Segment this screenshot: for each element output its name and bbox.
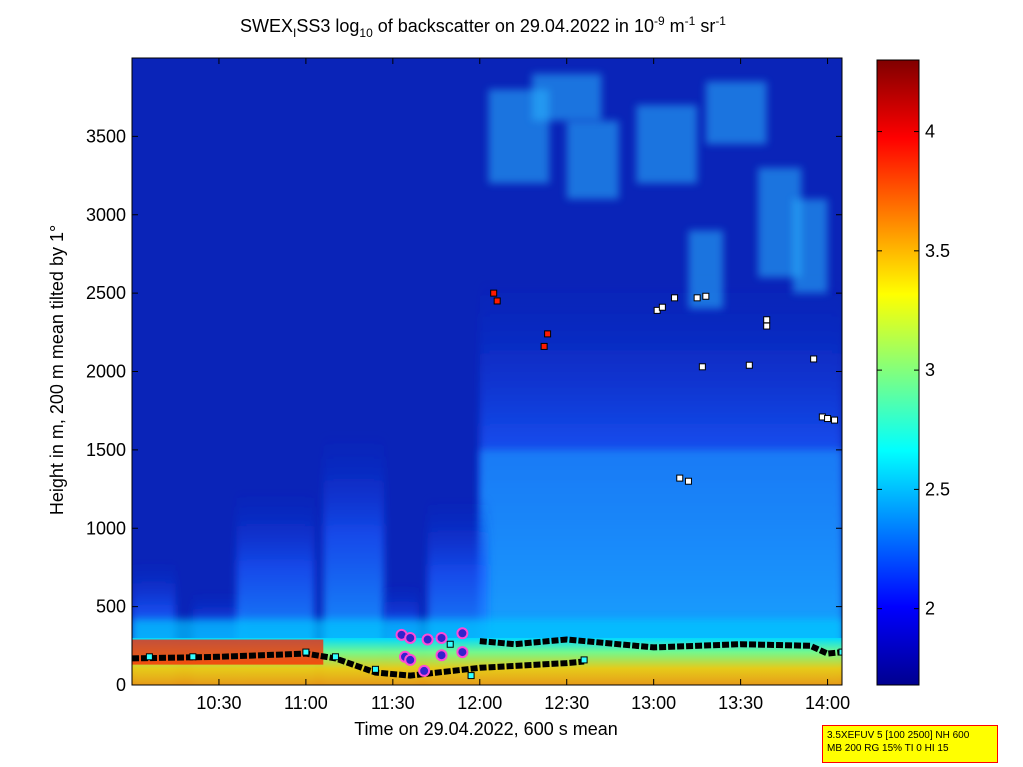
cloud-patch [566, 120, 619, 200]
cloud-marker-white [763, 322, 771, 330]
cloud-marker-red [490, 289, 498, 297]
x-tick-label: 12:30 [544, 693, 589, 713]
y-tick-label: 500 [96, 597, 126, 617]
layer-marker-cyan [145, 653, 153, 661]
y-tick-label: 2500 [86, 283, 126, 303]
y-axis: 0 500 1000 1500 2000 2500 3000 3500 [86, 126, 842, 695]
layer-markers [132, 289, 842, 680]
layer-marker-purple [435, 631, 448, 644]
cloud-marker-white [763, 316, 771, 324]
layer-marker-purple [435, 649, 448, 662]
info-line-2: MB 200 RG 15% TI 0 HI 15 [827, 743, 949, 754]
layer-marker-purple [418, 664, 431, 677]
heatmap-field [132, 73, 842, 685]
cloud-marker-white [810, 355, 818, 363]
info-line-1: 3.5XEFUV 5 [100 2500] NH 600 [827, 730, 970, 741]
chart-title: SWEXISS3 log10 of backscatter on 29.04.2… [240, 14, 726, 40]
y-tick-label: 3500 [86, 126, 126, 146]
cloud-marker-white [676, 474, 684, 482]
colorbar-tick-label: 2.5 [925, 479, 950, 499]
x-axis-label: Time on 29.04.2022, 600 s mean [354, 719, 618, 739]
layer-marker-purple [404, 653, 417, 666]
cloud-marker-white [824, 415, 832, 423]
layer-marker-cyan [446, 640, 454, 648]
cloud-marker-red [540, 342, 548, 350]
cloud-patch [531, 73, 602, 121]
upper-layer-line [479, 636, 842, 657]
layer-marker-purple [456, 646, 469, 659]
cloud-patch [792, 199, 828, 294]
cloud-patch [705, 81, 767, 145]
x-axis: 10:30 11:00 11:30 12:00 12:30 13:00 13:30 14:00 [196, 58, 850, 713]
layer-marker-cyan [580, 656, 588, 664]
layer-marker-purple [404, 631, 417, 644]
x-tick-label: 12:00 [457, 693, 502, 713]
cloud-marker-white [831, 416, 839, 424]
y-axis-label: Height in m, 200 m mean tilted by 1° [47, 225, 67, 515]
colorbar-tick-label: 3 [925, 360, 935, 380]
x-tick-label: 13:30 [718, 693, 763, 713]
layer-marker-cyan [302, 648, 310, 656]
y-tick-label: 2000 [86, 362, 126, 382]
colorbar-frame [876, 59, 920, 686]
colorbar-tick-label: 3.5 [925, 241, 950, 261]
y-tick-label: 1000 [86, 518, 126, 538]
heatmap-plot-area [131, 57, 843, 686]
y-tick-label: 3000 [86, 205, 126, 225]
processing-info-box: 3.5XEFUV 5 [100 2500] NH 600 MB 200 RG 1… [822, 725, 998, 763]
layer-marker-cyan [467, 672, 475, 680]
cloud-marker-red [544, 330, 552, 338]
x-tick-label: 13:00 [631, 693, 676, 713]
x-tick-label: 11:30 [371, 693, 415, 713]
layer-marker-purple [421, 633, 434, 646]
cloud-marker-white [658, 303, 666, 311]
colorbar-tick-label: 4 [925, 122, 935, 142]
y-tick-label: 1500 [86, 440, 126, 460]
cloud-marker-white [702, 292, 710, 300]
x-tick-label: 14:00 [805, 693, 850, 713]
layer-marker-cyan [189, 653, 197, 661]
layer-marker-cyan [371, 665, 379, 673]
x-tick-label: 10:30 [196, 693, 241, 713]
layer-marker-cyan [838, 648, 842, 656]
x-tick-label: 11:00 [284, 693, 328, 713]
cloud-marker-white [684, 477, 692, 485]
cloud-marker-white [671, 294, 679, 302]
colorbar-gradient [877, 60, 919, 685]
y-tick-label: 0 [116, 675, 126, 695]
cloud-marker-white [698, 363, 706, 371]
cloud-marker-white [745, 361, 753, 369]
cloud-marker-red [493, 297, 501, 305]
cloud-marker-white [693, 294, 701, 302]
layer-marker-cyan [331, 653, 339, 661]
cloud-patch [636, 105, 698, 184]
colorbar-tick-label: 2 [925, 599, 935, 619]
layer-marker-purple [456, 627, 469, 640]
colorbar: 2 2.5 3 3.5 4 [876, 59, 950, 686]
